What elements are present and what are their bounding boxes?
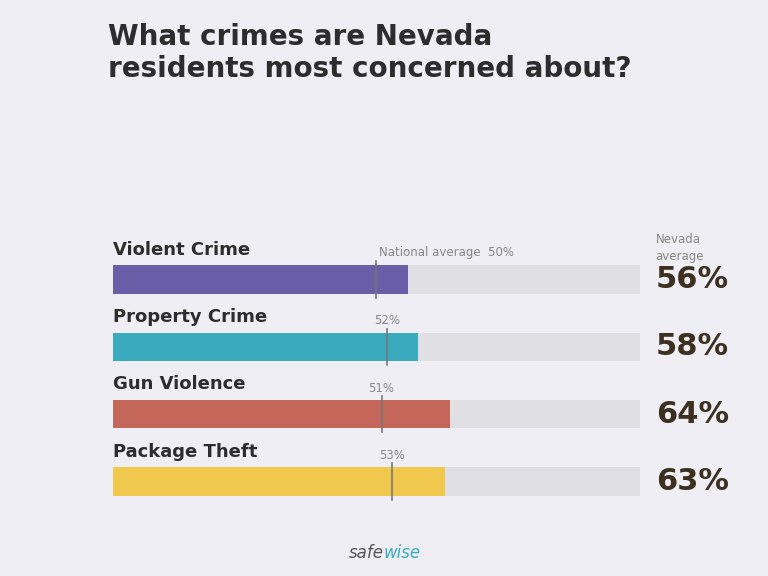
- Text: Package Theft: Package Theft: [113, 442, 257, 461]
- Text: 52%: 52%: [374, 314, 400, 327]
- Bar: [113, 332, 419, 361]
- Text: Nevada
average: Nevada average: [656, 233, 704, 263]
- Text: safe: safe: [349, 544, 384, 562]
- Text: Gun Violence: Gun Violence: [113, 375, 245, 393]
- Text: 58%: 58%: [656, 332, 729, 361]
- Text: 64%: 64%: [656, 400, 729, 429]
- Text: Property Crime: Property Crime: [113, 308, 267, 326]
- Bar: [113, 400, 450, 428]
- Text: Violent Crime: Violent Crime: [113, 241, 250, 259]
- Text: 53%: 53%: [379, 449, 405, 462]
- Bar: [113, 266, 640, 294]
- Text: 56%: 56%: [656, 265, 729, 294]
- Bar: [113, 266, 408, 294]
- Text: 51%: 51%: [369, 381, 395, 395]
- Bar: [113, 467, 640, 495]
- Text: wise: wise: [384, 544, 421, 562]
- Text: What crimes are Nevada
residents most concerned about?: What crimes are Nevada residents most co…: [108, 23, 631, 84]
- Bar: [113, 467, 445, 495]
- Bar: [113, 332, 640, 361]
- Bar: [113, 400, 640, 428]
- Text: National average  50%: National average 50%: [379, 245, 514, 259]
- Text: 63%: 63%: [656, 467, 729, 496]
